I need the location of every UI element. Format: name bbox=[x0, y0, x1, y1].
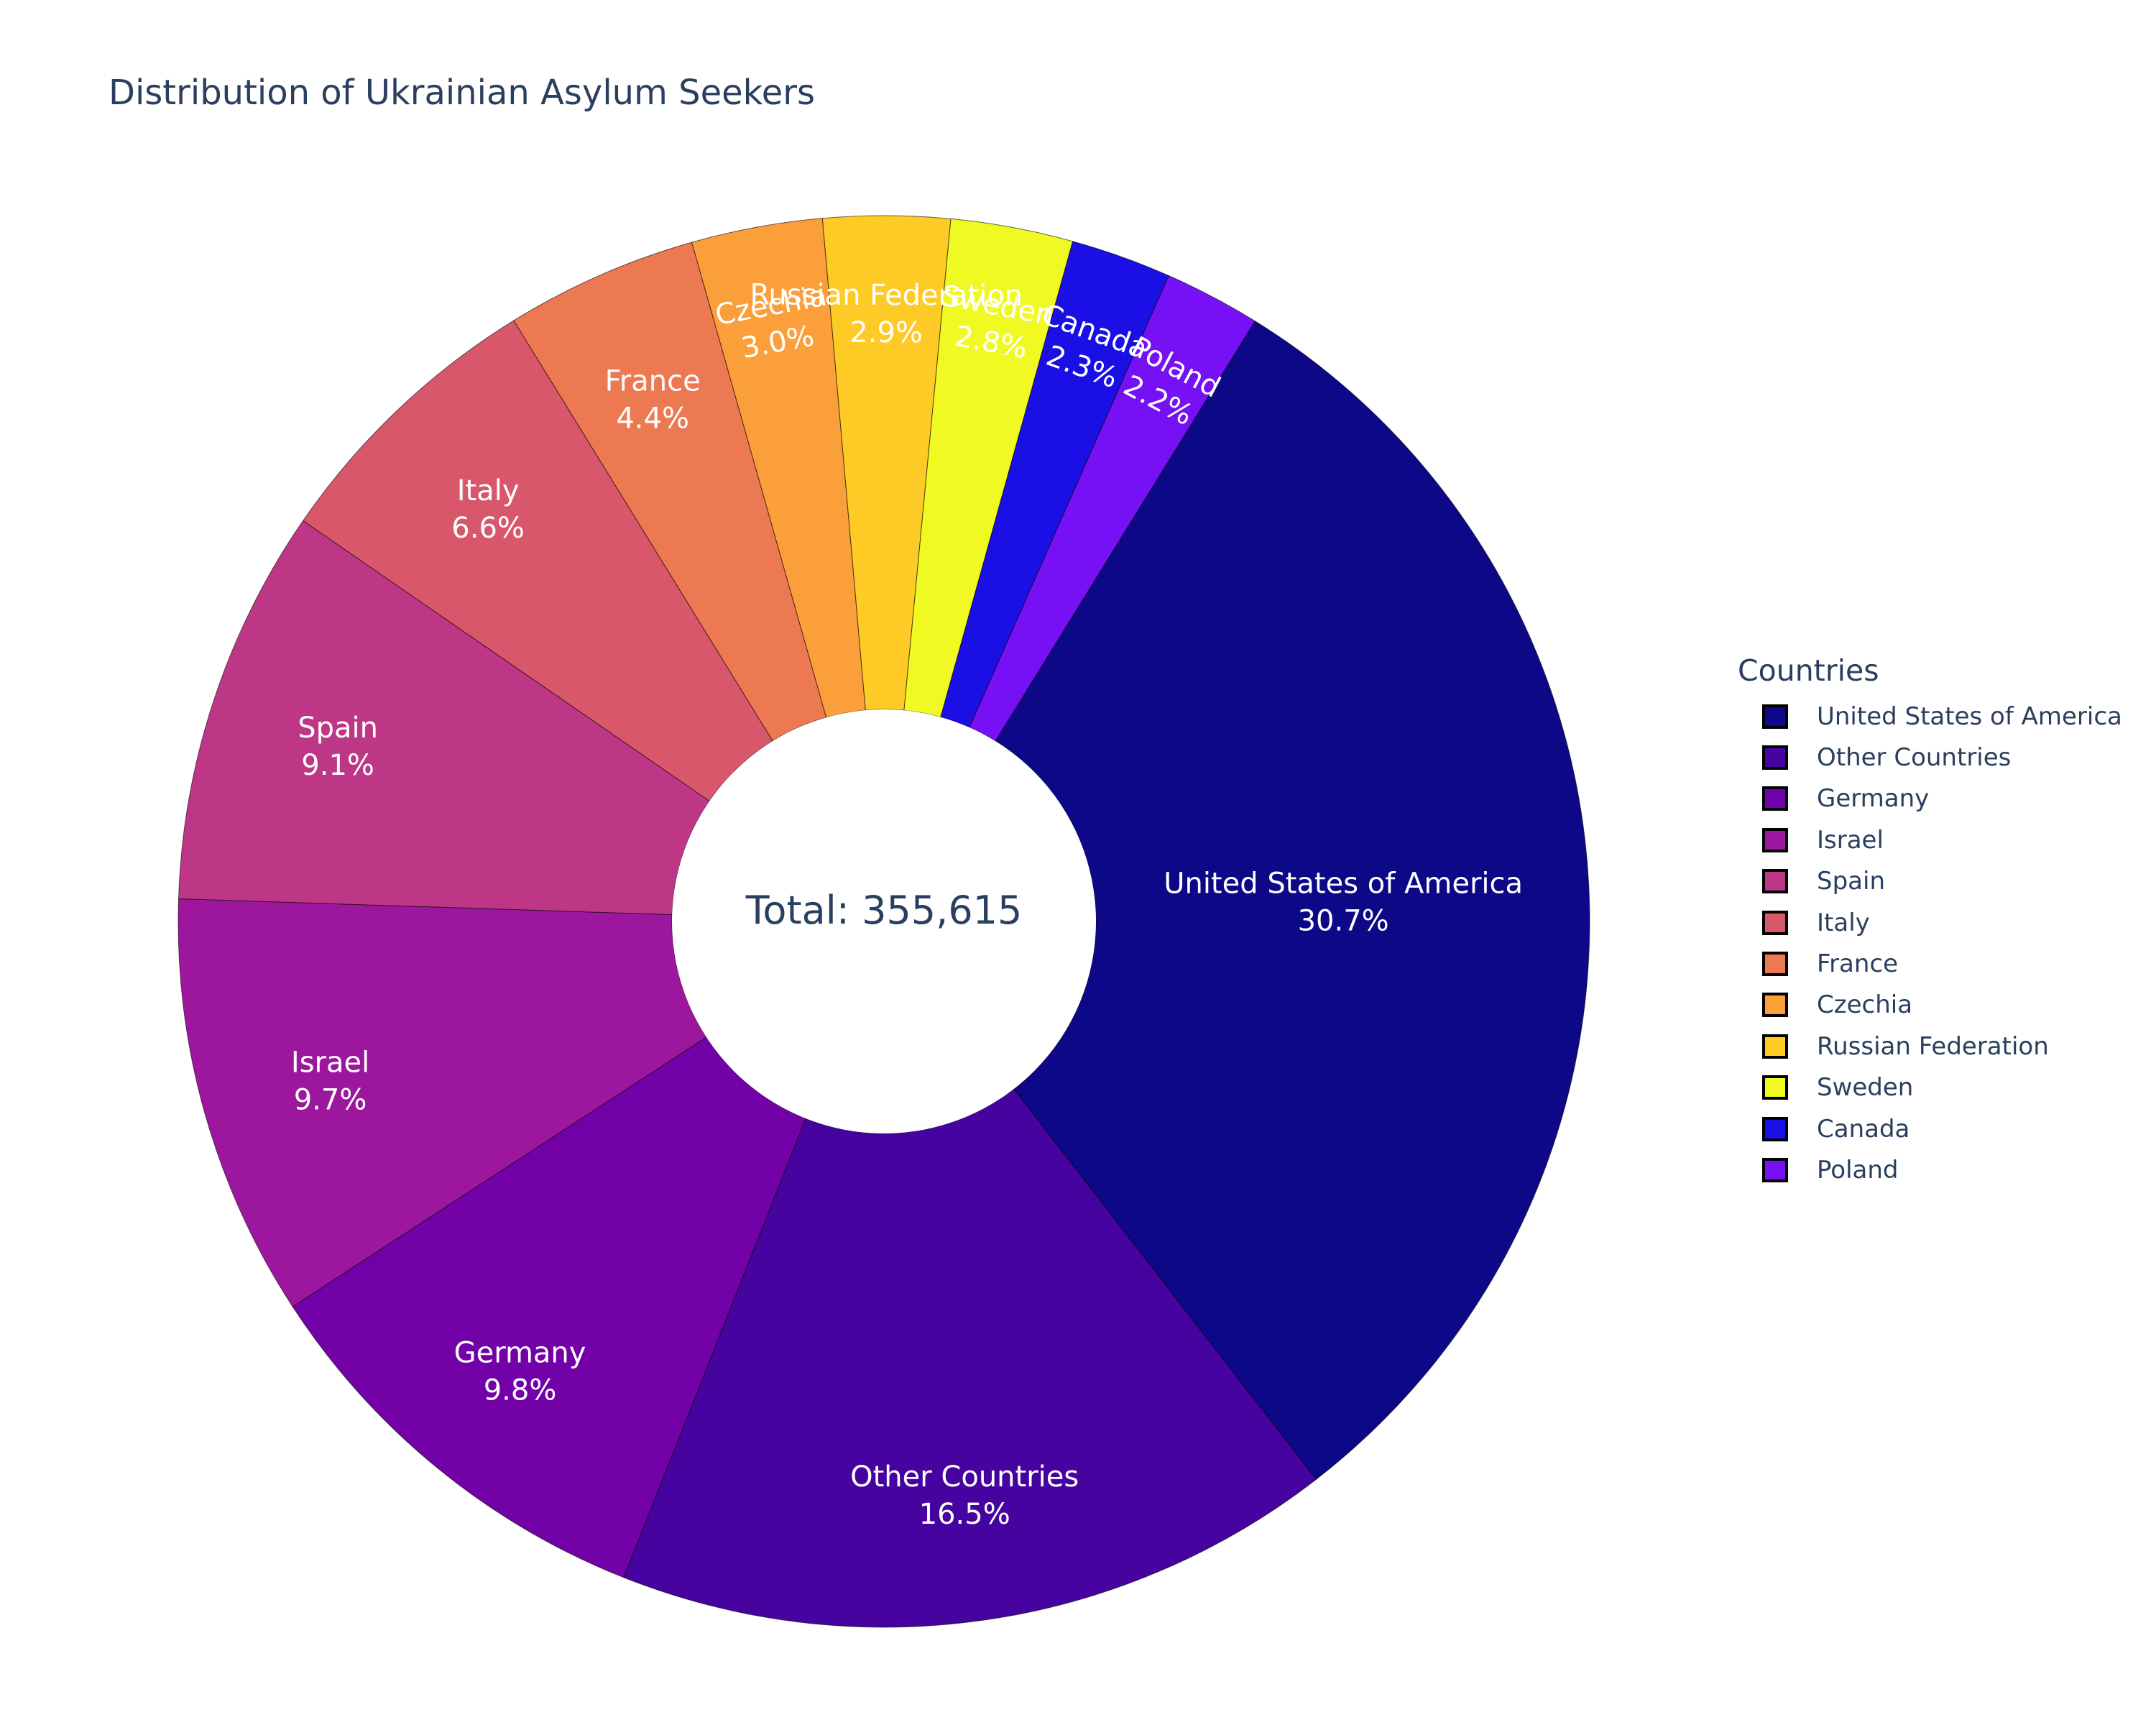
legend-item-canada[interactable]: Canada bbox=[1738, 1108, 2155, 1149]
legend-label: Poland bbox=[1817, 1155, 1899, 1184]
legend-item-czechia[interactable]: Czechia bbox=[1738, 985, 2155, 1026]
legend-item-israel[interactable]: Israel bbox=[1738, 819, 2155, 860]
chart-title: Distribution of Ukrainian Asylum Seekers bbox=[109, 73, 815, 113]
legend-label: Israel bbox=[1817, 825, 1884, 855]
legend-swatch bbox=[1762, 952, 1788, 977]
legend-label: France bbox=[1817, 949, 1899, 979]
legend-item-russian-federation[interactable]: Russian Federation bbox=[1738, 1026, 2155, 1067]
legend-label: Sweden bbox=[1817, 1073, 1914, 1103]
legend-label: Germany bbox=[1817, 784, 1930, 814]
center-total-label: Total: 355,615 bbox=[745, 888, 1023, 933]
legend-swatch bbox=[1762, 993, 1788, 1018]
legend-label: Czechia bbox=[1817, 990, 1913, 1020]
legend-swatch bbox=[1762, 745, 1788, 770]
legend-item-sweden[interactable]: Sweden bbox=[1738, 1067, 2155, 1108]
legend: Countries United States of America Other … bbox=[1738, 653, 2155, 1191]
slice-label-russian-federation: Russian Federation 2.9% bbox=[750, 278, 1023, 349]
slice-label-israel: Israel 9.7% bbox=[291, 1046, 369, 1116]
slice-label-italy: Italy 6.6% bbox=[451, 474, 525, 545]
legend-swatch bbox=[1762, 786, 1788, 811]
legend-item-italy[interactable]: Italy bbox=[1738, 902, 2155, 943]
slice-label-other-countries: Other Countries 16.5% bbox=[850, 1460, 1079, 1531]
legend-swatch bbox=[1762, 910, 1788, 935]
slice-label-germany: Germany 9.8% bbox=[454, 1336, 586, 1407]
legend-item-france[interactable]: France bbox=[1738, 943, 2155, 984]
slice-label-united-states-of-america: United States of America 30.7% bbox=[1164, 867, 1523, 937]
legend-label: Canada bbox=[1817, 1114, 1910, 1144]
donut-slices bbox=[178, 215, 1590, 1628]
legend-item-germany[interactable]: Germany bbox=[1738, 778, 2155, 819]
legend-swatch bbox=[1762, 827, 1788, 852]
slice-israel bbox=[178, 898, 707, 1307]
legend-label: Italy bbox=[1817, 908, 1870, 937]
legend-item-united-states-of-america[interactable]: United States of America bbox=[1738, 696, 2155, 737]
legend-label: Other Countries bbox=[1817, 743, 2012, 773]
legend-item-spain[interactable]: Spain bbox=[1738, 861, 2155, 902]
legend-title: Countries bbox=[1738, 653, 1879, 688]
legend-label: United States of America bbox=[1817, 702, 2122, 731]
legend-label: Spain bbox=[1817, 867, 1885, 896]
legend-swatch bbox=[1762, 1157, 1788, 1182]
slice-label-france: France 4.4% bbox=[605, 365, 701, 436]
donut-hole bbox=[672, 709, 1096, 1133]
legend-items: United States of America Other Countries G… bbox=[1738, 696, 2155, 1191]
legend-swatch bbox=[1762, 1075, 1788, 1100]
legend-item-poland[interactable]: Poland bbox=[1738, 1149, 2155, 1190]
legend-label: Russian Federation bbox=[1817, 1031, 2049, 1061]
legend-item-other-countries[interactable]: Other Countries bbox=[1738, 737, 2155, 778]
legend-swatch bbox=[1762, 869, 1788, 894]
legend-swatch bbox=[1762, 704, 1788, 729]
slice-label-spain: Spain 9.1% bbox=[298, 712, 378, 782]
legend-swatch bbox=[1762, 1034, 1788, 1059]
legend-swatch bbox=[1762, 1116, 1788, 1141]
